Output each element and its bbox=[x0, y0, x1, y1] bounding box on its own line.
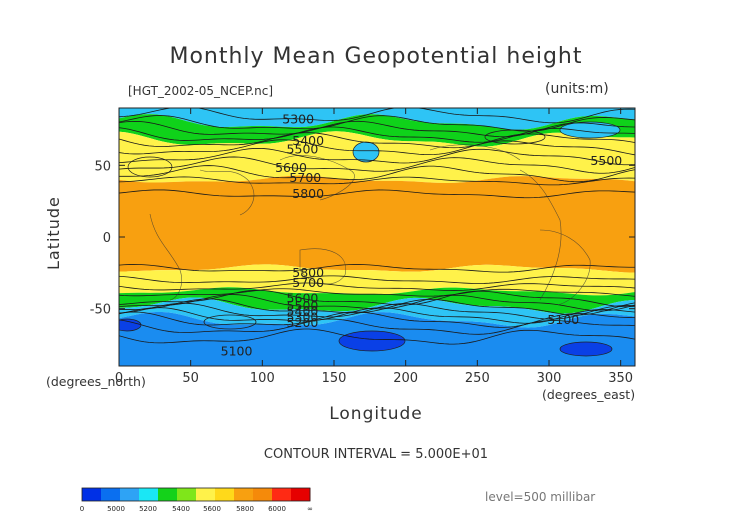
colorbar-label: 0 bbox=[80, 505, 84, 513]
colorbar-label: 6000 bbox=[268, 505, 286, 513]
x-tick-label: 350 bbox=[608, 371, 633, 386]
coastline bbox=[279, 155, 355, 201]
contour-label: 5300 bbox=[282, 111, 314, 126]
colorbar-swatch bbox=[177, 488, 197, 501]
plot-area bbox=[119, 108, 635, 366]
contour-line bbox=[119, 108, 635, 124]
contour-line bbox=[119, 139, 635, 156]
x-tick-label: 50 bbox=[182, 371, 199, 386]
x-tick-label: 100 bbox=[250, 371, 275, 386]
contour-interval: CONTOUR INTERVAL = 5.000E+01 bbox=[263, 447, 489, 462]
x-axis-label: Longitude bbox=[329, 404, 423, 424]
coastline bbox=[429, 144, 521, 161]
low-region bbox=[338, 330, 406, 352]
contour-label: 5300 bbox=[287, 309, 319, 324]
colorbar-swatch bbox=[120, 488, 140, 501]
contour-loop bbox=[203, 314, 257, 330]
contour-line bbox=[119, 282, 635, 291]
y-tick-label: 50 bbox=[94, 159, 111, 174]
colorbar-swatch bbox=[253, 488, 273, 501]
coastline bbox=[519, 169, 562, 301]
x-tick-label: 150 bbox=[322, 371, 347, 386]
contour-label: 5400 bbox=[292, 133, 324, 148]
contour-line bbox=[119, 307, 635, 324]
contour-label: 5100 bbox=[547, 312, 579, 327]
colorbar-label: 5200 bbox=[139, 505, 157, 513]
contour-line bbox=[119, 156, 635, 174]
colorbar-swatch bbox=[139, 488, 159, 501]
contour-line bbox=[119, 264, 635, 273]
colorbar-label: 5800 bbox=[236, 505, 254, 513]
x-tick-label: 200 bbox=[393, 371, 418, 386]
contour-loop bbox=[127, 156, 173, 178]
colorbar-swatch bbox=[215, 488, 235, 501]
contour-label: 5200 bbox=[287, 315, 319, 330]
band-5200-5400 bbox=[119, 108, 635, 130]
colorbar-label: 5000 bbox=[107, 505, 125, 513]
contour-label: 5800 bbox=[292, 265, 324, 280]
coastline bbox=[149, 213, 182, 301]
contour-label: 5600 bbox=[287, 291, 319, 306]
colorbar-swatch bbox=[158, 488, 178, 501]
contour-label: 5500 bbox=[287, 142, 319, 157]
contour-line bbox=[119, 328, 635, 345]
y-unit-label: (degrees_north) bbox=[46, 374, 146, 389]
colorbar-label: 5400 bbox=[172, 505, 190, 513]
colorbar-frame bbox=[81, 487, 311, 502]
colorbar-swatch bbox=[272, 488, 292, 501]
contour-label: 5600 bbox=[275, 160, 307, 175]
contour-label: 5500 bbox=[590, 153, 622, 168]
contour-line bbox=[119, 165, 635, 183]
x-tick-label: 300 bbox=[537, 371, 562, 386]
contour-line bbox=[119, 126, 635, 143]
contour-line bbox=[119, 275, 635, 284]
colorbar-swatch bbox=[101, 488, 121, 501]
contour-label: 5800 bbox=[292, 186, 324, 201]
low-pressure-blob bbox=[352, 141, 380, 163]
contour-loop bbox=[559, 121, 621, 139]
contour-line bbox=[119, 147, 635, 166]
contour-label: 5400 bbox=[287, 304, 319, 319]
contour-line bbox=[119, 311, 635, 328]
contour-label: 5100 bbox=[221, 344, 253, 359]
band-5800-6000 bbox=[119, 175, 635, 273]
contour-line bbox=[119, 318, 635, 335]
low-region bbox=[559, 341, 613, 357]
level-label: level=500 millibar bbox=[485, 490, 596, 504]
low-region bbox=[119, 318, 142, 332]
y-tick-label: 0 bbox=[103, 231, 111, 246]
contour-line bbox=[119, 289, 635, 308]
contour-label: 5700 bbox=[292, 275, 324, 290]
colorbar-swatch bbox=[291, 488, 311, 501]
contour-label: 5500 bbox=[287, 298, 319, 313]
chart-title: Monthly Mean Geopotential height bbox=[169, 44, 583, 69]
y-tick-label: -50 bbox=[90, 303, 111, 318]
x-unit-label: (degrees_east) bbox=[542, 387, 636, 402]
colorbar-swatch bbox=[234, 488, 254, 501]
coastline bbox=[199, 169, 255, 216]
x-tick-label: 250 bbox=[465, 371, 490, 386]
units-label: (units:m) bbox=[545, 81, 609, 97]
colorbar-label: ∞ bbox=[307, 505, 313, 513]
coastline bbox=[539, 229, 591, 306]
contour-line bbox=[119, 189, 635, 199]
contour-line bbox=[119, 120, 635, 138]
x-tick-label: 0 bbox=[115, 371, 123, 386]
colorbar-swatch bbox=[196, 488, 216, 501]
file-label: [HGT_2002-05_NCEP.nc] bbox=[128, 84, 274, 98]
contour-line bbox=[119, 176, 635, 186]
colorbar-swatch bbox=[82, 488, 102, 501]
contour-line bbox=[119, 298, 635, 316]
contour-line bbox=[119, 132, 635, 149]
contour-line bbox=[119, 288, 635, 297]
colorbar-label: 5600 bbox=[203, 505, 221, 513]
contour-label: 5700 bbox=[289, 170, 321, 185]
